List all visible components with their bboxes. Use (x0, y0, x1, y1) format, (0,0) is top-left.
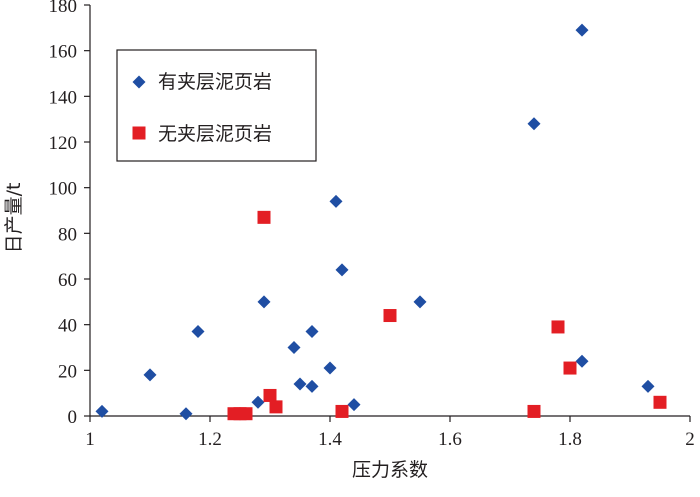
diamond-data-point (335, 263, 349, 277)
square-data-point (239, 407, 253, 421)
square-data-point (269, 400, 283, 414)
legend-label-series-2: 无夹层泥页岩 (158, 123, 272, 145)
series-2 (227, 210, 667, 421)
y-tick-label: 140 (49, 87, 78, 108)
series-1 (95, 23, 655, 421)
diamond-data-point (641, 379, 655, 393)
data-points (95, 23, 667, 421)
square-data-point (551, 320, 565, 334)
diamond-data-point (305, 325, 319, 339)
diamond-data-point (413, 295, 427, 309)
x-tick-label: 1 (85, 429, 95, 450)
y-axis-title: 日产量/t (3, 183, 25, 254)
square-data-point (257, 210, 271, 224)
diamond-data-point (329, 194, 343, 208)
diamond-data-point (257, 295, 271, 309)
x-tick-label: 1.6 (438, 429, 462, 450)
y-tick-label: 160 (49, 42, 78, 63)
y-tick-label: 0 (68, 407, 78, 428)
diamond-data-point (143, 368, 157, 382)
diamond-data-point (575, 354, 589, 368)
legend-marker-series-2 (132, 126, 146, 140)
legend: 有夹层泥页岩 无夹层泥页岩 (116, 49, 317, 162)
y-tick-label: 60 (58, 270, 77, 291)
x-tick-label: 1.2 (198, 429, 222, 450)
legend-label-series-1: 有夹层泥页岩 (158, 71, 272, 93)
y-tick-label: 120 (49, 133, 78, 154)
diamond-data-point (575, 23, 589, 37)
x-tick-label: 1.8 (558, 429, 582, 450)
legend-box (116, 49, 317, 162)
legend-marker-series-1 (132, 75, 146, 89)
diamond-data-point (293, 377, 307, 391)
x-tick-label: 1.4 (318, 429, 342, 450)
square-data-point (263, 388, 277, 402)
x-axis-title: 压力系数 (352, 459, 428, 481)
square-data-point (527, 404, 541, 418)
square-data-point (653, 395, 667, 409)
diamond-data-point (287, 341, 301, 354)
square-data-point (383, 309, 397, 323)
diamond-data-point (251, 395, 265, 409)
y-tick-label: 40 (58, 316, 77, 337)
y-tick-label: 20 (58, 361, 77, 382)
diamond-data-point (323, 361, 337, 375)
y-tick-label: 80 (58, 224, 77, 245)
diamond-data-point (305, 379, 319, 393)
y-tick-label: 100 (49, 179, 78, 200)
diamond-data-point (95, 404, 109, 418)
diamond-data-point (527, 117, 541, 131)
square-data-point (335, 404, 349, 418)
x-tick-label: 2 (685, 429, 695, 450)
diamond-data-point (179, 407, 193, 421)
square-data-point (563, 361, 577, 375)
diamond-data-point (191, 325, 205, 339)
diamond-data-point (347, 398, 361, 412)
y-tick-label: 180 (49, 0, 78, 17)
